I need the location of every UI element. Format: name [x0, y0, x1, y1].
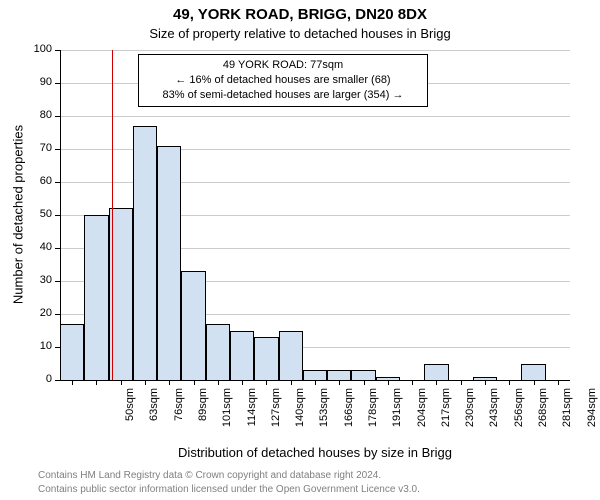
x-tick-label: 294sqm	[586, 388, 598, 443]
reference-line	[112, 50, 113, 380]
x-axis-line	[60, 380, 570, 381]
footer-copyright-2: Contains public sector information licen…	[38, 484, 420, 495]
x-tick-label: 114sqm	[246, 388, 258, 443]
x-tick-label: 178sqm	[367, 388, 379, 443]
y-tick-label: 50	[40, 208, 52, 220]
grid-line	[60, 50, 570, 51]
y-tick-label: 100	[34, 43, 52, 55]
x-tick-label: 268sqm	[537, 388, 549, 443]
x-tick-label: 63sqm	[148, 388, 160, 443]
chart-subtitle: Size of property relative to detached ho…	[0, 26, 600, 41]
x-tick-label: 256sqm	[513, 388, 525, 443]
page-title: 49, YORK ROAD, BRIGG, DN20 8DX	[0, 6, 600, 23]
x-tick-label: 217sqm	[440, 388, 452, 443]
histogram-bar	[181, 271, 205, 380]
histogram-bar	[84, 215, 108, 380]
grid-line	[60, 116, 570, 117]
x-tick-label: 127sqm	[270, 388, 282, 443]
x-tick-label: 230sqm	[464, 388, 476, 443]
y-tick-label: 60	[40, 175, 52, 187]
callout-line: 83% of semi-detached houses are larger (…	[145, 88, 421, 103]
x-tick-label: 281sqm	[561, 388, 573, 443]
x-tick-label: 140sqm	[294, 388, 306, 443]
histogram-bar	[254, 337, 278, 380]
histogram-bar	[351, 370, 375, 380]
y-tick-label: 70	[40, 142, 52, 154]
x-tick-label: 191sqm	[391, 388, 403, 443]
y-tick-label: 40	[40, 241, 52, 253]
x-tick-label: 50sqm	[124, 388, 136, 443]
callout-line: 49 YORK ROAD: 77sqm	[145, 58, 421, 73]
y-axis-label: Number of detached properties	[11, 50, 26, 380]
histogram-bar	[424, 364, 448, 381]
y-tick-label: 90	[40, 76, 52, 88]
callout-box: 49 YORK ROAD: 77sqm← 16% of detached hou…	[138, 54, 428, 107]
y-tick-label: 0	[46, 373, 52, 385]
histogram-bar	[327, 370, 351, 380]
x-tick-label: 243sqm	[488, 388, 500, 443]
y-tick-label: 10	[40, 340, 52, 352]
histogram-bar	[60, 324, 84, 380]
histogram-bar	[303, 370, 327, 380]
footer-copyright-1: Contains HM Land Registry data © Crown c…	[38, 470, 381, 481]
y-axis-line	[60, 50, 61, 380]
x-tick-label: 76sqm	[173, 388, 185, 443]
x-tick-label: 101sqm	[221, 388, 233, 443]
y-tick-label: 20	[40, 307, 52, 319]
histogram-bar	[230, 331, 254, 381]
y-tick-label: 80	[40, 109, 52, 121]
x-tick-label: 166sqm	[343, 388, 355, 443]
x-tick-label: 89sqm	[197, 388, 209, 443]
x-axis-label: Distribution of detached houses by size …	[60, 445, 570, 460]
histogram-bar	[521, 364, 545, 381]
callout-line: ← 16% of detached houses are smaller (68…	[145, 73, 421, 88]
x-tick-label: 204sqm	[416, 388, 428, 443]
histogram-bar	[279, 331, 303, 381]
chart-plot-area: 010203040506070809010050sqm63sqm76sqm89s…	[60, 50, 570, 380]
y-tick-label: 30	[40, 274, 52, 286]
histogram-bar	[206, 324, 230, 380]
x-tick-label: 153sqm	[318, 388, 330, 443]
histogram-bar	[133, 126, 157, 380]
histogram-bar	[157, 146, 181, 380]
